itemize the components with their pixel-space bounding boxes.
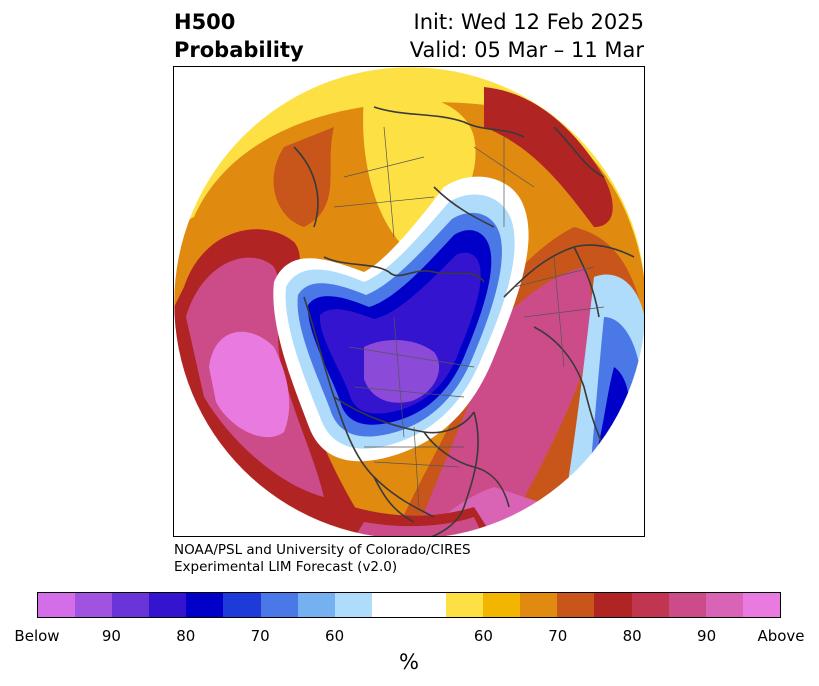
colorbar-cell-14	[557, 593, 595, 617]
colorbar-tick-label: 70	[250, 627, 270, 645]
colorbar-tick-label: 60	[325, 627, 345, 645]
probability-field	[174, 67, 644, 536]
colorbar-tick-label: 60	[473, 627, 493, 645]
init-date: Init: Wed 12 Feb 2025	[413, 10, 644, 34]
colorbar-cell-10	[408, 593, 447, 617]
colorbar-tick-label: 70	[548, 627, 568, 645]
colorbar-cell-9	[371, 593, 409, 617]
colorbar-tick-label: 80	[176, 627, 196, 645]
colorbar-cell-2	[112, 593, 150, 617]
below-high-region	[319, 252, 481, 414]
colorbar-units: %	[399, 650, 419, 674]
below-strong-region	[364, 340, 440, 403]
credit-line-1: NOAA/PSL and University of Colorado/CIRE…	[174, 542, 471, 558]
colorbar-tick-label: 80	[622, 627, 642, 645]
colorbar-cell-13	[520, 593, 558, 617]
colorbar-cell-3	[149, 593, 187, 617]
above-strong-region	[209, 331, 290, 438]
colorbar-cell-6	[260, 593, 298, 617]
colorbar-cell-12	[483, 593, 521, 617]
colorbar-cell-19	[742, 593, 780, 617]
colorbar-tick-label: 90	[697, 627, 717, 645]
colorbar-cell-11	[446, 593, 484, 617]
valid-range: Valid: 05 Mar – 11 Mar	[409, 38, 644, 62]
colorbar	[37, 592, 781, 618]
colorbar-cell-8	[334, 593, 372, 617]
forecast-dates: Init: Wed 12 Feb 2025 Valid: 05 Mar – 11…	[410, 8, 644, 64]
colorbar-cell-16	[631, 593, 669, 617]
colorbar-tick-label: Above	[757, 627, 805, 645]
colorbar-tick-label: Below	[14, 627, 60, 645]
colorbar-cell-17	[668, 593, 706, 617]
colorbar-cell-18	[705, 593, 743, 617]
colorbar-cell-1	[75, 593, 113, 617]
colorbar-cell-5	[223, 593, 261, 617]
title-field: Probability	[174, 38, 304, 62]
credit-text: NOAA/PSL and University of Colorado/CIRE…	[174, 542, 471, 576]
map-title: H500 Probability	[174, 8, 304, 64]
political-borders	[333, 126, 605, 508]
credit-line-2: Experimental LIM Forecast (v2.0)	[174, 559, 398, 575]
polar-map	[173, 66, 645, 537]
probability-map-svg	[174, 67, 644, 536]
colorbar-cell-7	[297, 593, 335, 617]
title-variable: H500	[174, 10, 236, 34]
colorbar-cell-0	[38, 593, 76, 617]
colorbar-tick-label: 90	[101, 627, 121, 645]
colorbar-cell-15	[594, 593, 632, 617]
colorbar-cell-4	[186, 593, 224, 617]
